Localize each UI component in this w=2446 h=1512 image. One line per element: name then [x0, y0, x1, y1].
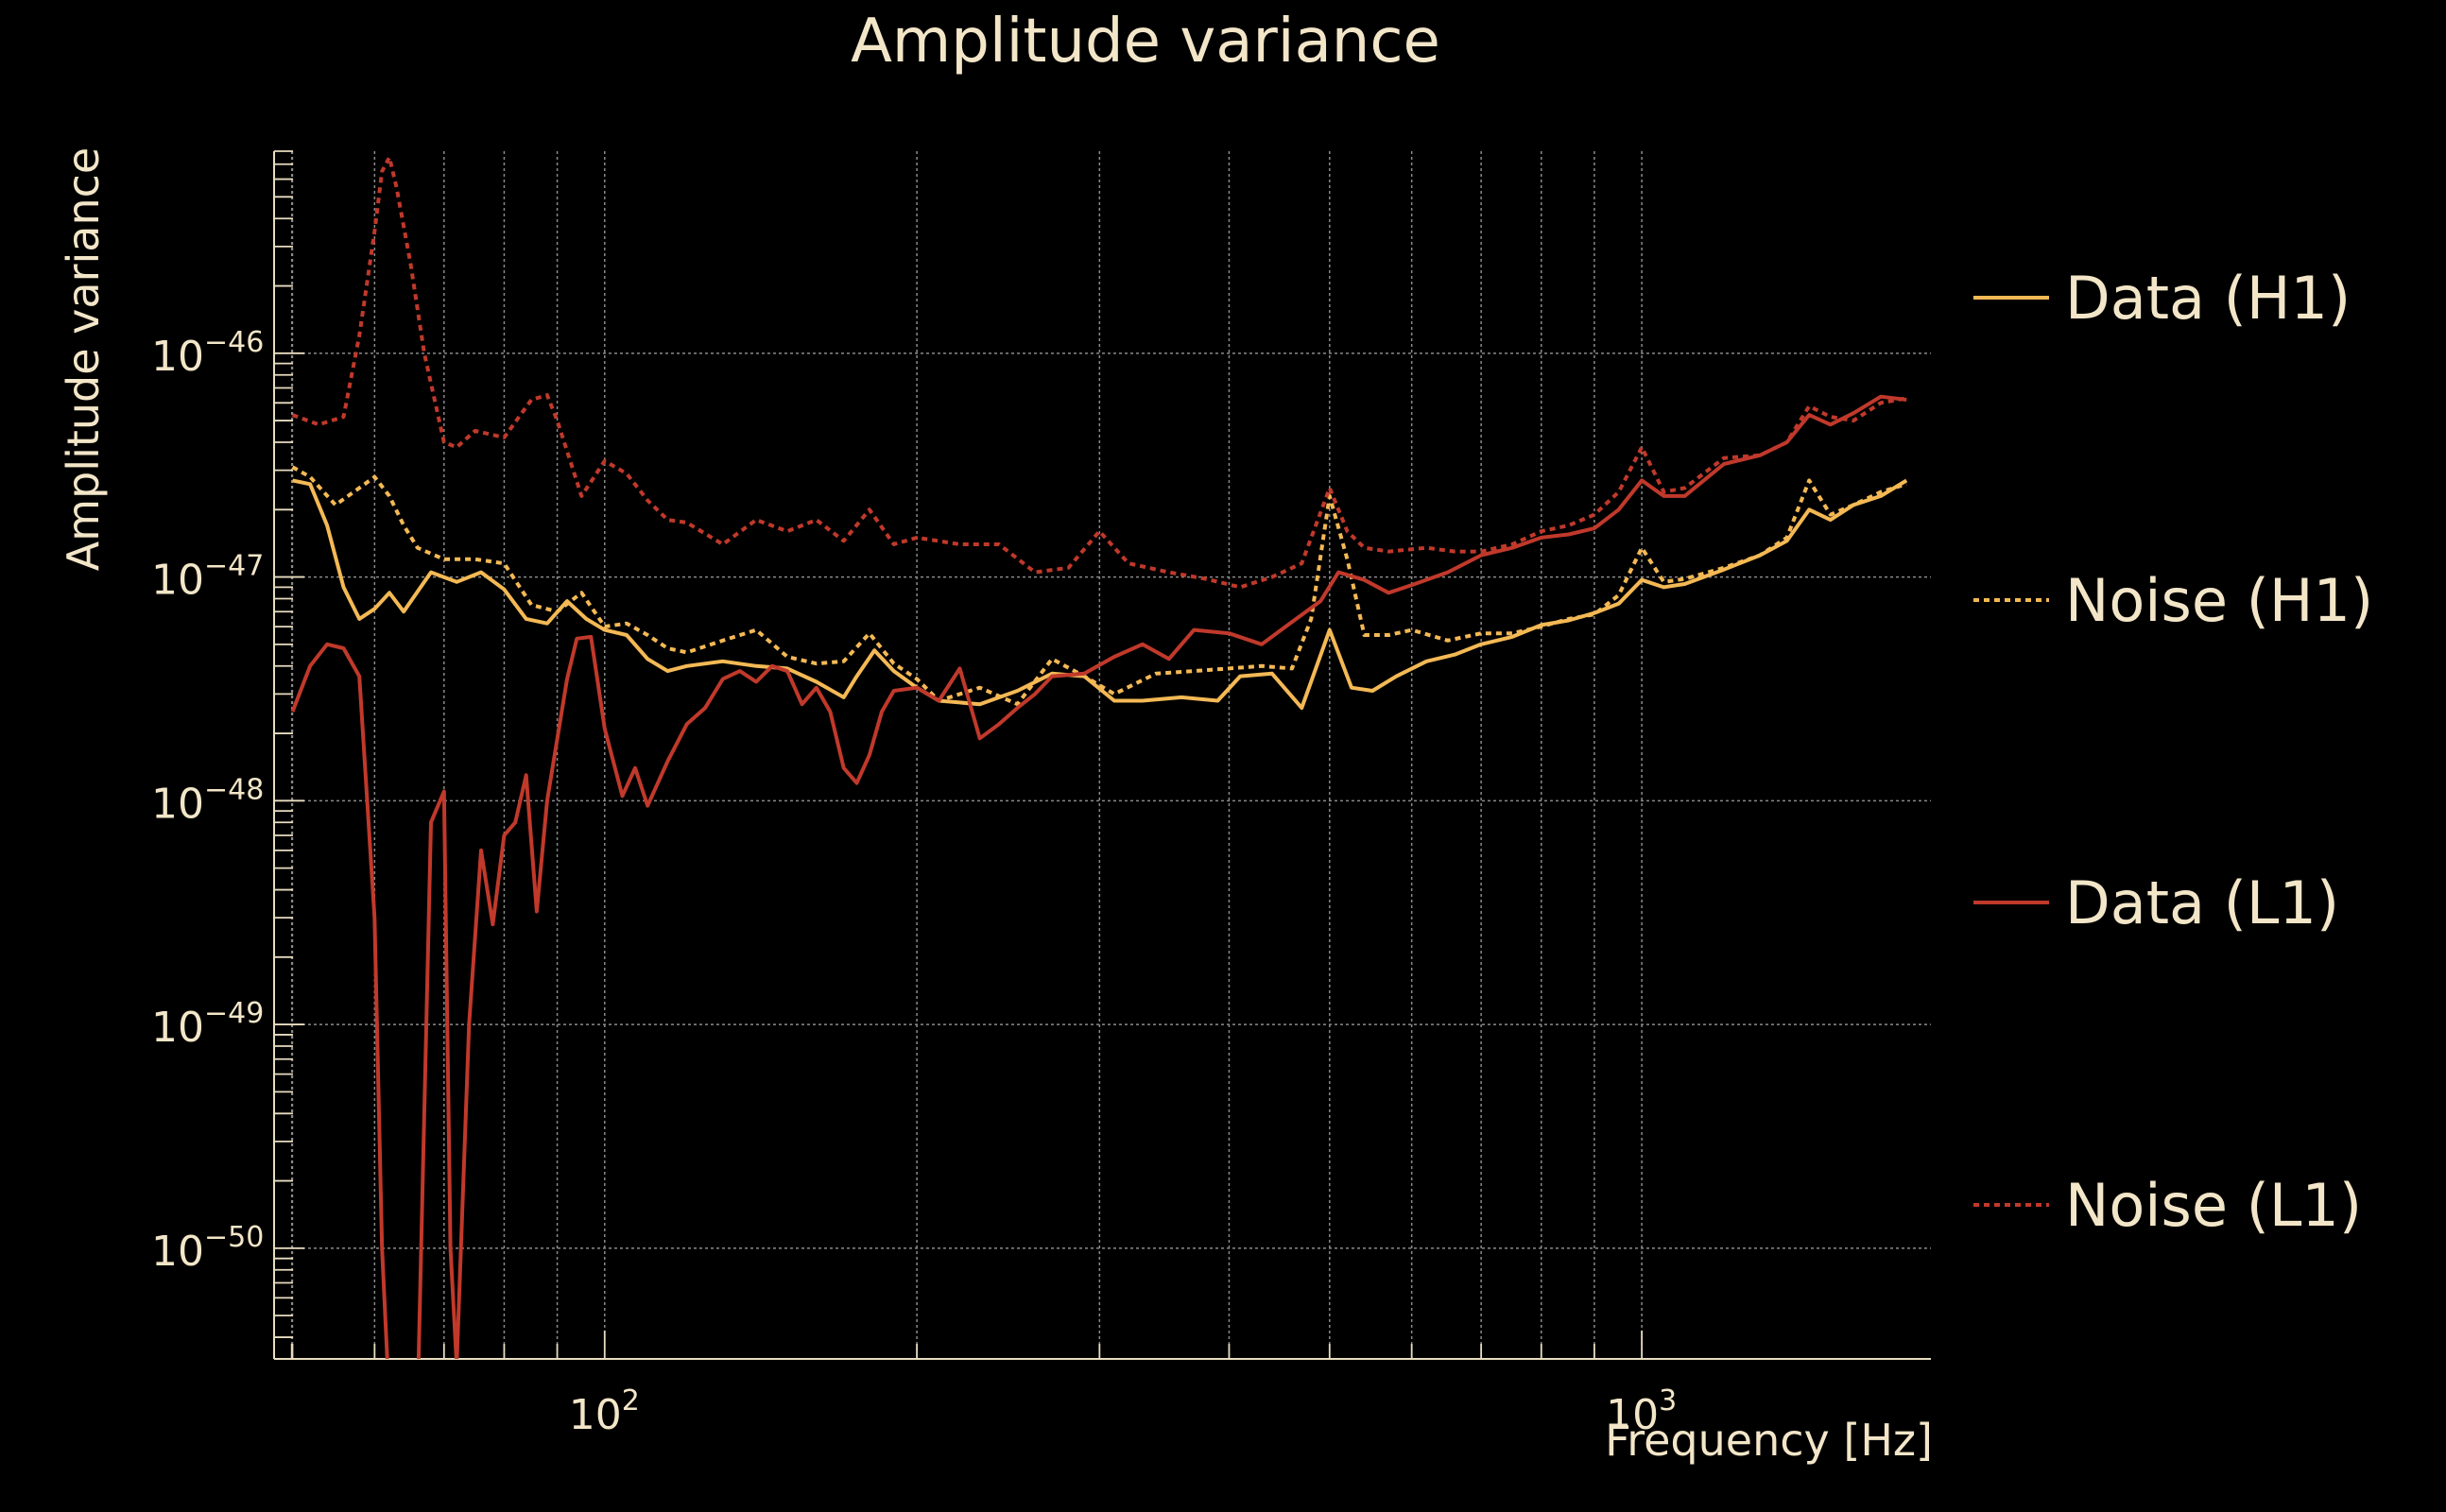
legend-label: Data (L1) [2065, 868, 2339, 937]
y-tick-exponent: −46 [204, 326, 264, 359]
series-group [290, 155, 1908, 1359]
y-tick-label: 10−47 [151, 550, 264, 605]
y-tick-exponent: −47 [204, 550, 264, 583]
x-axis-label: Frequency [Hz] [1605, 1415, 1933, 1466]
grid [274, 151, 1931, 1359]
chart-title: Amplitude variance [851, 7, 1440, 77]
y-tick-base: 10 [151, 557, 204, 605]
series-line-noise-l1 [291, 155, 1907, 590]
y-axis-label: Amplitude variance [58, 147, 109, 571]
y-tick-exponent: −50 [204, 1221, 264, 1254]
legend-label: Data (H1) [2065, 264, 2351, 333]
x-tick-base: 10 [1606, 1391, 1659, 1439]
series-line-data-l1 [290, 394, 1907, 1359]
legend-label: Noise (H1) [2065, 566, 2373, 635]
y-tick-label: 10−46 [151, 326, 264, 381]
y-tick-base: 10 [151, 1004, 204, 1052]
series-line-data-h1 [292, 478, 1908, 711]
y-tick-exponent: −49 [204, 997, 264, 1030]
y-tick-base: 10 [151, 1228, 204, 1276]
y-tick-base: 10 [151, 780, 204, 828]
y-tick-base: 10 [151, 333, 204, 381]
x-tick-base: 10 [569, 1391, 622, 1439]
y-tick-label: 10−48 [151, 773, 264, 828]
x-tick-exponent: 3 [1659, 1384, 1677, 1418]
x-tick-exponent: 2 [622, 1384, 640, 1418]
x-tick-label: 102 [569, 1384, 640, 1439]
y-tick-label: 10−49 [151, 997, 264, 1052]
y-tick-label: 10−50 [151, 1221, 264, 1276]
y-tick-exponent: −48 [204, 773, 264, 806]
x-tick-label: 103 [1606, 1384, 1677, 1439]
series-line-noise-h1 [291, 465, 1907, 707]
legend-label: Noise (L1) [2065, 1171, 2362, 1240]
legend: Data (H1) Noise (H1) Data (L1) Noise (L1) [1973, 264, 2373, 1240]
